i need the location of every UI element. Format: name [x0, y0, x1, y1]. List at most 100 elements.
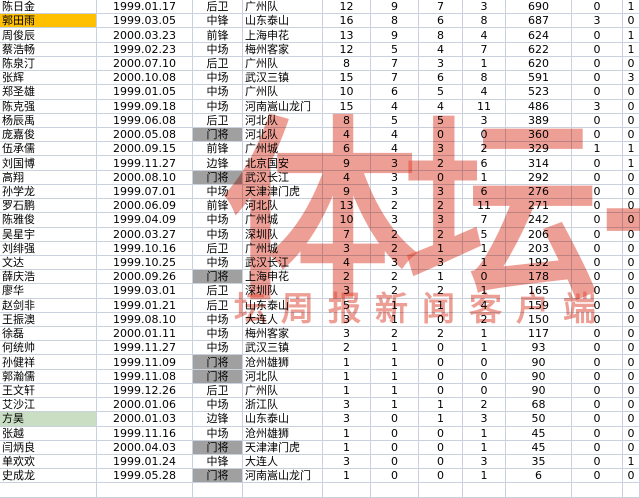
cell-club[interactable]: 广州城	[243, 142, 323, 157]
cell-stat[interactable]: 0	[623, 56, 640, 72]
cell-birth-date[interactable]: 1999.05.28	[97, 469, 193, 484]
cell-stat[interactable]: 10	[323, 213, 371, 228]
cell-stat[interactable]: 3	[463, 0, 506, 15]
cell-position[interactable]: 中场	[193, 42, 243, 57]
cell-stat[interactable]: 3	[323, 327, 371, 342]
cell-stat[interactable]: 0	[572, 455, 623, 470]
cell-stat[interactable]: 11	[463, 99, 506, 114]
cell-stat[interactable]: 3	[371, 156, 419, 171]
cell-stat[interactable]: 15	[323, 71, 371, 86]
cell-stat[interactable]: 8	[323, 56, 371, 72]
cell-stat[interactable]: 1	[463, 426, 506, 441]
cell-birth-date[interactable]: 1999.11.16	[97, 426, 193, 441]
cell-stat[interactable]: 3	[371, 255, 419, 271]
cell-stat[interactable]: 4	[323, 127, 371, 143]
cell-stat[interactable]: 6	[506, 469, 572, 484]
cell-club[interactable]: 武汉长江	[243, 170, 323, 185]
cell-player-name[interactable]: 郭瀚儒	[0, 369, 97, 384]
cell-stat[interactable]: 5	[419, 113, 463, 128]
cell-birth-date[interactable]: 1999.07.01	[97, 184, 193, 200]
cell-stat[interactable]: 690	[506, 0, 572, 15]
cell-empty[interactable]	[371, 483, 419, 498]
cell-stat[interactable]: 4	[371, 127, 419, 143]
cell-stat[interactable]: 0	[572, 184, 623, 200]
cell-position[interactable]: 中场	[193, 184, 243, 200]
cell-stat[interactable]: 0	[623, 113, 640, 128]
cell-stat[interactable]: 3	[323, 455, 371, 470]
cell-stat[interactable]: 4	[463, 28, 506, 43]
cell-stat[interactable]: 1	[419, 412, 463, 427]
cell-position[interactable]: 中场	[193, 398, 243, 413]
cell-stat[interactable]: 45	[506, 426, 572, 441]
cell-stat[interactable]: 0	[419, 355, 463, 370]
cell-stat[interactable]: 2	[419, 227, 463, 242]
cell-stat[interactable]: 203	[506, 241, 572, 256]
cell-stat[interactable]: 1	[463, 255, 506, 271]
cell-stat[interactable]: 0	[572, 199, 623, 214]
cell-stat[interactable]: 1	[623, 156, 640, 171]
cell-birth-date[interactable]: 1999.08.10	[97, 312, 193, 328]
cell-position[interactable]: 中场	[193, 255, 243, 271]
cell-club[interactable]: 上海申花	[243, 270, 323, 285]
cell-stat[interactable]: 3	[463, 412, 506, 427]
cell-birth-date[interactable]: 1999.09.18	[97, 99, 193, 114]
cell-club[interactable]: 梅州客家	[243, 42, 323, 57]
cell-stat[interactable]: 591	[506, 71, 572, 86]
cell-stat[interactable]: 0	[419, 469, 463, 484]
cell-stat[interactable]: 2	[323, 270, 371, 285]
cell-stat[interactable]: 3	[623, 71, 640, 86]
cell-birth-date[interactable]: 2000.01.06	[97, 398, 193, 413]
cell-stat[interactable]: 0	[623, 213, 640, 228]
cell-stat[interactable]: 0	[572, 440, 623, 455]
cell-player-name[interactable]: 陈雅俊	[0, 213, 97, 228]
cell-empty[interactable]	[323, 483, 371, 498]
cell-birth-date[interactable]: 2000.09.15	[97, 142, 193, 157]
cell-stat[interactable]: 4	[371, 142, 419, 157]
cell-stat[interactable]: 624	[506, 28, 572, 43]
cell-stat[interactable]: 2	[419, 156, 463, 171]
cell-stat[interactable]: 0	[463, 127, 506, 143]
cell-club[interactable]: 大连人	[243, 312, 323, 328]
cell-player-name[interactable]: 艾沙江	[0, 398, 97, 413]
cell-player-name[interactable]: 王振澳	[0, 312, 97, 328]
cell-stat[interactable]: 1	[572, 142, 623, 157]
cell-stat[interactable]: 165	[506, 284, 572, 299]
cell-stat[interactable]: 0	[572, 170, 623, 185]
cell-birth-date[interactable]: 1999.03.01	[97, 284, 193, 299]
cell-stat[interactable]: 0	[371, 412, 419, 427]
cell-player-name[interactable]: 孙健祥	[0, 355, 97, 370]
cell-empty[interactable]	[243, 483, 323, 498]
cell-stat[interactable]: 45	[506, 440, 572, 455]
cell-stat[interactable]: 4	[463, 298, 506, 313]
cell-club[interactable]: 河北队	[243, 113, 323, 128]
cell-position[interactable]: 中场	[193, 327, 243, 342]
cell-stat[interactable]: 276	[506, 184, 572, 200]
cell-player-name[interactable]: 吴星宇	[0, 227, 97, 242]
cell-stat[interactable]: 292	[506, 170, 572, 185]
cell-player-name[interactable]: 闫炳良	[0, 440, 97, 455]
cell-stat[interactable]: 1	[623, 142, 640, 157]
cell-stat[interactable]: 7	[463, 42, 506, 57]
cell-stat[interactable]: 1	[323, 383, 371, 399]
cell-stat[interactable]: 0	[572, 42, 623, 57]
cell-stat[interactable]: 0	[572, 0, 623, 15]
cell-stat[interactable]: 3	[419, 213, 463, 228]
cell-club[interactable]: 山东泰山	[243, 412, 323, 427]
cell-position[interactable]: 门将	[193, 369, 243, 384]
cell-stat[interactable]: 8	[323, 113, 371, 128]
cell-stat[interactable]: 0	[572, 298, 623, 313]
cell-stat[interactable]: 2	[419, 284, 463, 299]
cell-stat[interactable]: 1	[323, 369, 371, 384]
cell-stat[interactable]: 0	[572, 426, 623, 441]
cell-position[interactable]: 前锋	[193, 199, 243, 214]
cell-stat[interactable]: 0	[623, 227, 640, 242]
cell-birth-date[interactable]: 1999.11.08	[97, 369, 193, 384]
cell-birth-date[interactable]: 2000.10.08	[97, 71, 193, 86]
cell-stat[interactable]: 1	[371, 369, 419, 384]
cell-stat[interactable]: 3	[419, 184, 463, 200]
cell-stat[interactable]: 2	[463, 398, 506, 413]
cell-stat[interactable]: 90	[506, 355, 572, 370]
cell-stat[interactable]: 1	[323, 469, 371, 484]
cell-position[interactable]: 中场	[193, 227, 243, 242]
cell-stat[interactable]: 11	[463, 199, 506, 214]
